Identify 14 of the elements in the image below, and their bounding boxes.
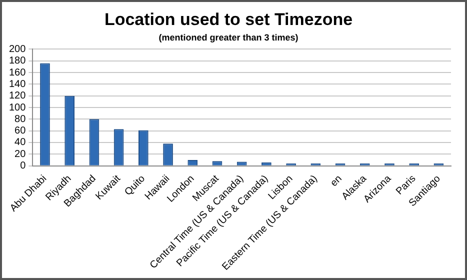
x-tick-label: en <box>328 173 344 189</box>
chart-title: Location used to set Timezone <box>104 10 353 29</box>
y-tick-label: 0 <box>20 160 26 172</box>
y-tick-label: 120 <box>8 90 26 102</box>
y-tick-label: 160 <box>8 67 26 78</box>
y-tick-label: 100 <box>8 102 26 114</box>
y-tick-label: 80 <box>14 114 26 125</box>
y-tick-label: 60 <box>14 126 26 137</box>
y-tick-label: 20 <box>14 148 26 160</box>
chart-subtitle: (mentioned greater than 3 times) <box>158 32 298 42</box>
y-tick-label: 180 <box>8 56 26 67</box>
y-tick-label: 40 <box>14 137 26 148</box>
y-tick-label: 140 <box>8 78 26 90</box>
y-tick-label: 200 <box>8 44 26 55</box>
